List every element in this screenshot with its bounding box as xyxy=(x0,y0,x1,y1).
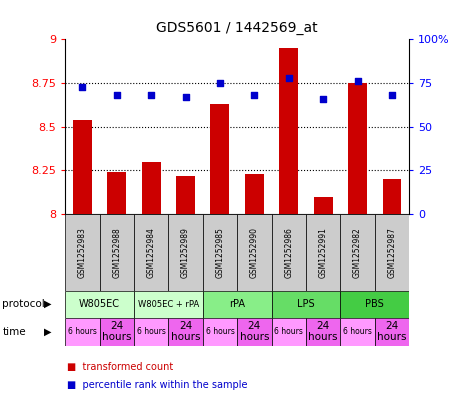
Point xyxy=(182,94,189,100)
Bar xyxy=(73,120,92,214)
Title: GDS5601 / 1442569_at: GDS5601 / 1442569_at xyxy=(156,22,318,35)
Text: ▶: ▶ xyxy=(44,299,51,309)
FancyBboxPatch shape xyxy=(203,291,272,318)
FancyBboxPatch shape xyxy=(134,291,203,318)
Text: 6 hours: 6 hours xyxy=(68,327,97,336)
Text: 24
hours: 24 hours xyxy=(377,321,407,342)
FancyBboxPatch shape xyxy=(100,214,134,291)
Bar xyxy=(314,196,332,214)
Text: 6 hours: 6 hours xyxy=(274,327,303,336)
FancyBboxPatch shape xyxy=(65,214,100,291)
Text: ▶: ▶ xyxy=(44,327,51,337)
Bar xyxy=(176,176,195,214)
FancyBboxPatch shape xyxy=(306,318,340,346)
Text: 6 hours: 6 hours xyxy=(206,327,234,336)
Text: GSM1252987: GSM1252987 xyxy=(387,227,397,278)
Point xyxy=(216,80,224,86)
Point xyxy=(354,78,361,84)
Text: PBS: PBS xyxy=(365,299,384,309)
FancyBboxPatch shape xyxy=(65,291,134,318)
Text: GSM1252988: GSM1252988 xyxy=(112,227,121,278)
Text: W805EC: W805EC xyxy=(79,299,120,309)
Text: GSM1252983: GSM1252983 xyxy=(78,227,87,278)
Text: time: time xyxy=(2,327,26,337)
Point xyxy=(147,92,155,98)
Text: ■  transformed count: ■ transformed count xyxy=(67,362,173,373)
Bar xyxy=(383,179,401,214)
FancyBboxPatch shape xyxy=(237,318,272,346)
Bar xyxy=(279,48,298,214)
Point xyxy=(388,92,396,98)
FancyBboxPatch shape xyxy=(272,291,340,318)
Bar xyxy=(245,174,264,214)
FancyBboxPatch shape xyxy=(134,318,168,346)
Text: 24
hours: 24 hours xyxy=(308,321,338,342)
FancyBboxPatch shape xyxy=(168,318,203,346)
Point xyxy=(113,92,120,98)
FancyBboxPatch shape xyxy=(340,214,375,291)
Text: protocol: protocol xyxy=(2,299,45,309)
Text: rPA: rPA xyxy=(229,299,245,309)
Text: GSM1252990: GSM1252990 xyxy=(250,227,259,278)
Bar xyxy=(211,104,229,214)
Text: 24
hours: 24 hours xyxy=(239,321,269,342)
Text: GSM1252986: GSM1252986 xyxy=(284,227,293,278)
FancyBboxPatch shape xyxy=(375,318,409,346)
FancyBboxPatch shape xyxy=(375,214,409,291)
FancyBboxPatch shape xyxy=(272,214,306,291)
Text: 6 hours: 6 hours xyxy=(137,327,166,336)
FancyBboxPatch shape xyxy=(203,318,237,346)
Text: 6 hours: 6 hours xyxy=(343,327,372,336)
Text: GSM1252989: GSM1252989 xyxy=(181,227,190,278)
FancyBboxPatch shape xyxy=(65,318,100,346)
FancyBboxPatch shape xyxy=(340,318,375,346)
FancyBboxPatch shape xyxy=(306,214,340,291)
Text: W805EC + rPA: W805EC + rPA xyxy=(138,300,199,309)
FancyBboxPatch shape xyxy=(100,318,134,346)
Text: ■  percentile rank within the sample: ■ percentile rank within the sample xyxy=(67,380,248,390)
FancyBboxPatch shape xyxy=(272,318,306,346)
Bar xyxy=(348,83,367,214)
FancyBboxPatch shape xyxy=(340,291,409,318)
Point xyxy=(79,83,86,90)
Text: GSM1252991: GSM1252991 xyxy=(319,227,328,278)
FancyBboxPatch shape xyxy=(134,214,168,291)
Text: 24
hours: 24 hours xyxy=(102,321,132,342)
Text: GSM1252982: GSM1252982 xyxy=(353,227,362,278)
Text: LPS: LPS xyxy=(297,299,315,309)
Point xyxy=(285,75,292,81)
Point xyxy=(319,95,327,102)
Point xyxy=(251,92,258,98)
Text: GSM1252984: GSM1252984 xyxy=(146,227,156,278)
Text: 24
hours: 24 hours xyxy=(171,321,200,342)
FancyBboxPatch shape xyxy=(237,214,272,291)
Bar xyxy=(107,172,126,214)
Text: GSM1252985: GSM1252985 xyxy=(215,227,225,278)
Bar xyxy=(142,162,160,214)
FancyBboxPatch shape xyxy=(203,214,237,291)
FancyBboxPatch shape xyxy=(168,214,203,291)
